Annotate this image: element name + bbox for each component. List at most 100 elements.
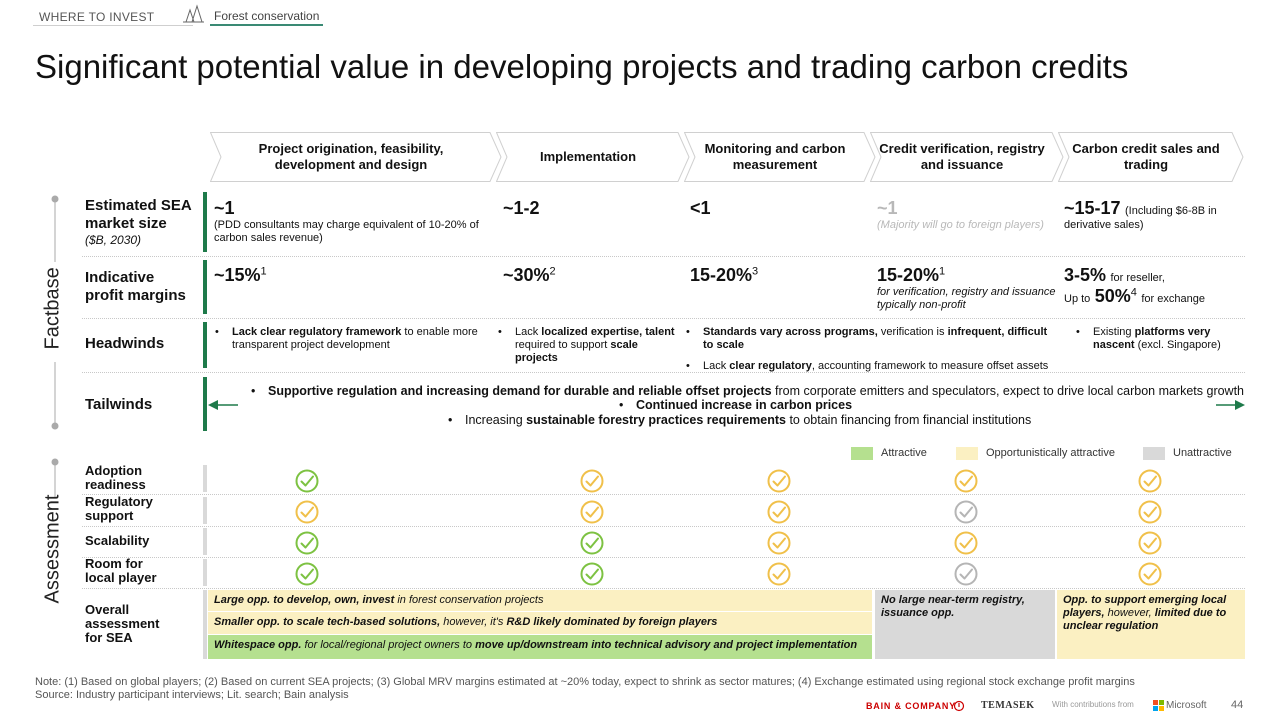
text: in forest conservation projects [394, 594, 544, 606]
emphasis: scale projects [515, 339, 638, 364]
column-header-trading: Carbon credit sales and trading [1058, 132, 1244, 182]
chevron-shape [1058, 132, 1244, 182]
column-label: Implementation [539, 149, 637, 164]
row-accent-bar [203, 590, 207, 659]
row-accent-bar [203, 559, 207, 586]
assessment-rail [51, 458, 59, 497]
text: to obtain financing from financial insti… [785, 413, 1032, 427]
temasek-logo: TEMASEK [981, 700, 1035, 711]
note: (Including $6-8B in [1125, 205, 1217, 217]
row-accent-bar [203, 528, 207, 555]
value: ~30% [503, 265, 550, 285]
check-circle-icon-opportunistic [295, 500, 319, 524]
chevron-shape [870, 132, 1064, 182]
text: Lack [515, 326, 542, 338]
legend-swatch-opportunistic [956, 447, 978, 460]
label-line: market size [85, 215, 167, 232]
emphasis: Standards vary across programs, [703, 326, 878, 338]
value: ~1 [877, 198, 898, 218]
microsoft-logo-icon [1153, 700, 1164, 711]
check-circle-icon-opportunistic [954, 469, 978, 493]
row-divider [82, 318, 1245, 319]
assessment-label-room: Room for local player [85, 557, 157, 585]
column-label: Monitoring and carbon measurement [704, 141, 846, 172]
overall-verification: No large near-term registry, issuance op… [875, 590, 1055, 659]
chevron-shape [496, 132, 690, 182]
check-circle-icon-opportunistic [1138, 500, 1162, 524]
note: for exchange [1141, 293, 1205, 305]
value: 50% [1094, 286, 1131, 306]
value: 3-5% [1064, 265, 1107, 285]
overall-line-whitespace: Whitespace opp. for local/regional proje… [208, 635, 872, 659]
check-circle-icon-opportunistic [767, 500, 791, 524]
note: derivative sales) [1064, 219, 1144, 231]
nav-topic-underline [210, 24, 323, 26]
text: (excl. Singapore) [1134, 339, 1221, 351]
headwind-origination: Lack clear regulatory framework to enabl… [215, 326, 482, 352]
check-circle-icon-opportunistic [580, 500, 604, 524]
label-line: Scalability [85, 533, 150, 548]
emphasis: sustainable forestry practices requireme… [526, 413, 786, 427]
footnote-ref: 3 [752, 265, 759, 278]
row-label-headwinds: Headwinds [85, 335, 165, 352]
label-line: assessment [85, 616, 160, 631]
check-circle-icon-opportunistic [1138, 469, 1162, 493]
unit-label: ($B, 2030) [85, 233, 142, 247]
label-line: Overall [85, 602, 130, 617]
headwind-implementation: Lack localized expertise, talent require… [498, 326, 675, 365]
label-line: Room for [85, 556, 143, 571]
page-number: 44 [1231, 699, 1244, 711]
row-accent-bar [203, 192, 207, 252]
footnote-ref: 4 [1130, 286, 1137, 299]
overall-trading: Opp. to support emerging local players, … [1057, 590, 1245, 659]
emphasis: infrequent, difficult to scale [703, 326, 1048, 351]
assessment-label-adoption: Adoption readiness [85, 464, 146, 492]
page-title: Significant potential value in developin… [35, 48, 1129, 85]
assessment-label-regulatory: Regulatory support [85, 495, 153, 523]
footnote-ref: 1 [260, 265, 267, 278]
headwind-monitoring-regulatory: Lack clear regulatory, accounting framew… [686, 360, 1063, 373]
assessment-label: Assessment [41, 494, 64, 604]
note: Up to [1064, 293, 1091, 305]
text: Increasing [465, 413, 527, 427]
nav-divider [33, 25, 193, 26]
row-divider [82, 526, 1245, 527]
chevron-shape [684, 132, 876, 182]
emphasis: Whitespace opp. [214, 639, 302, 651]
label-line: Indicative [85, 269, 155, 286]
label-line: profit margins [85, 287, 186, 304]
emphasis: move up/downstream into technical adviso… [475, 639, 858, 651]
text: for local/regional project owners to [301, 639, 476, 651]
text: verification is [877, 326, 948, 338]
check-circle-icon-opportunistic [1138, 562, 1162, 586]
source-note: Source: Industry participant interviews;… [35, 689, 349, 701]
label-line: local player [85, 570, 157, 585]
check-circle-icon-opportunistic [767, 562, 791, 586]
note: (Majority will go to foreign players) [877, 219, 1044, 231]
row-divider [82, 372, 1245, 373]
forest-icon [183, 4, 204, 23]
row-divider [82, 588, 1245, 589]
note: for verification, registry and issuance … [877, 286, 1056, 311]
row-accent-bar [203, 260, 207, 314]
bain-mark-icon [953, 700, 965, 712]
label-line: support [85, 508, 134, 523]
note: for reseller, [1110, 272, 1165, 284]
emphasis: clear regulatory [729, 360, 812, 372]
market-size-implementation: ~1-2 [503, 198, 540, 218]
column-header-origination: Project origination, feasibility, develo… [210, 132, 502, 182]
market-size-monitoring: <1 [690, 198, 711, 218]
text: , accounting framework to measure offset… [811, 360, 1049, 372]
headwind-monitoring-verification: Standards vary across programs, verifica… [686, 326, 1053, 352]
emphasis: Opp. to support emerging local players, [1063, 594, 1227, 619]
row-divider [82, 256, 1245, 257]
check-circle-icon-opportunistic [767, 531, 791, 555]
label-line: for SEA [85, 630, 133, 645]
value: ~1 [214, 198, 235, 218]
row-accent-bar [203, 497, 207, 524]
footnote-ref: 2 [549, 265, 556, 278]
market-size-verification: ~1 (Majority will go to foreign players) [877, 198, 1057, 232]
check-circle-icon-attractive [295, 531, 319, 555]
footnote: Note: (1) Based on global players; (2) B… [35, 676, 1135, 688]
legend-attractive: Attractive [881, 447, 927, 459]
